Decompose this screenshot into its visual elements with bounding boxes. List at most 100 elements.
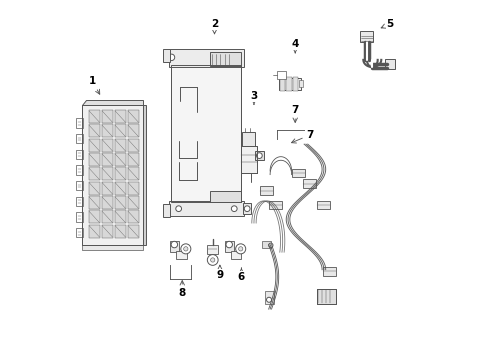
Bar: [89, 211, 100, 224]
Bar: [303, 179, 316, 188]
Bar: [82, 105, 143, 244]
Circle shape: [207, 255, 218, 265]
Bar: [76, 181, 83, 190]
Bar: [299, 80, 303, 87]
Bar: [280, 77, 285, 91]
Bar: [101, 139, 113, 152]
Text: 2: 2: [211, 19, 218, 34]
Bar: [127, 196, 139, 209]
Bar: [241, 146, 257, 173]
Bar: [127, 211, 139, 224]
Bar: [210, 192, 242, 202]
Bar: [89, 139, 100, 152]
Bar: [293, 168, 305, 177]
Text: 8: 8: [179, 280, 186, 298]
Circle shape: [168, 54, 175, 60]
Text: 4: 4: [292, 39, 299, 53]
Circle shape: [171, 241, 177, 248]
Bar: [76, 228, 83, 237]
Text: 6: 6: [238, 268, 245, 282]
Bar: [265, 291, 274, 304]
Bar: [163, 204, 171, 217]
Bar: [115, 110, 126, 123]
Bar: [127, 110, 139, 123]
Bar: [277, 71, 286, 79]
Bar: [89, 125, 100, 137]
Bar: [317, 289, 337, 304]
Bar: [163, 49, 171, 62]
Bar: [286, 77, 292, 91]
Circle shape: [267, 297, 271, 302]
Bar: [76, 197, 83, 206]
Bar: [241, 146, 257, 173]
Bar: [115, 211, 126, 224]
Bar: [101, 196, 113, 209]
Bar: [127, 139, 139, 152]
Text: 1: 1: [89, 76, 100, 94]
Bar: [210, 51, 242, 66]
Bar: [101, 211, 113, 224]
Bar: [224, 241, 234, 252]
Bar: [127, 153, 139, 166]
Bar: [89, 225, 100, 238]
Bar: [101, 167, 113, 180]
Bar: [169, 49, 245, 67]
Bar: [115, 167, 126, 180]
Polygon shape: [82, 100, 143, 105]
Text: 9: 9: [216, 265, 223, 280]
Bar: [318, 201, 330, 210]
Bar: [172, 65, 242, 202]
Bar: [89, 182, 100, 195]
Bar: [115, 125, 126, 137]
Circle shape: [211, 258, 215, 262]
Bar: [176, 251, 187, 259]
Bar: [317, 289, 337, 304]
Bar: [76, 118, 83, 127]
Bar: [231, 251, 242, 259]
Text: 7: 7: [292, 105, 299, 122]
Bar: [127, 225, 139, 238]
Polygon shape: [143, 105, 147, 244]
Bar: [127, 125, 139, 137]
Circle shape: [256, 153, 262, 158]
Bar: [385, 59, 395, 69]
Bar: [89, 167, 100, 180]
Circle shape: [245, 206, 250, 212]
Bar: [260, 186, 273, 195]
Bar: [127, 182, 139, 195]
Bar: [89, 153, 100, 166]
Circle shape: [269, 243, 273, 247]
Bar: [115, 139, 126, 152]
Bar: [172, 65, 242, 202]
Bar: [243, 132, 255, 146]
Bar: [262, 241, 271, 248]
Bar: [115, 225, 126, 238]
Bar: [269, 201, 282, 210]
Circle shape: [181, 244, 191, 254]
Bar: [101, 225, 113, 238]
Text: 7: 7: [292, 130, 313, 143]
Bar: [323, 267, 336, 276]
Bar: [127, 167, 139, 180]
Bar: [101, 182, 113, 195]
Bar: [361, 31, 373, 42]
Bar: [89, 196, 100, 209]
Bar: [82, 105, 143, 244]
Bar: [115, 182, 126, 195]
Bar: [255, 151, 264, 160]
Bar: [115, 196, 126, 209]
Bar: [76, 134, 83, 143]
Bar: [76, 212, 83, 222]
Bar: [279, 78, 300, 90]
Text: 5: 5: [381, 19, 394, 29]
Circle shape: [231, 206, 237, 212]
Bar: [207, 244, 218, 253]
Bar: [89, 110, 100, 123]
Text: 3: 3: [250, 91, 258, 104]
Circle shape: [239, 247, 243, 251]
Bar: [243, 203, 251, 214]
Bar: [169, 201, 245, 216]
Bar: [76, 149, 83, 159]
Bar: [82, 244, 143, 250]
Bar: [115, 153, 126, 166]
